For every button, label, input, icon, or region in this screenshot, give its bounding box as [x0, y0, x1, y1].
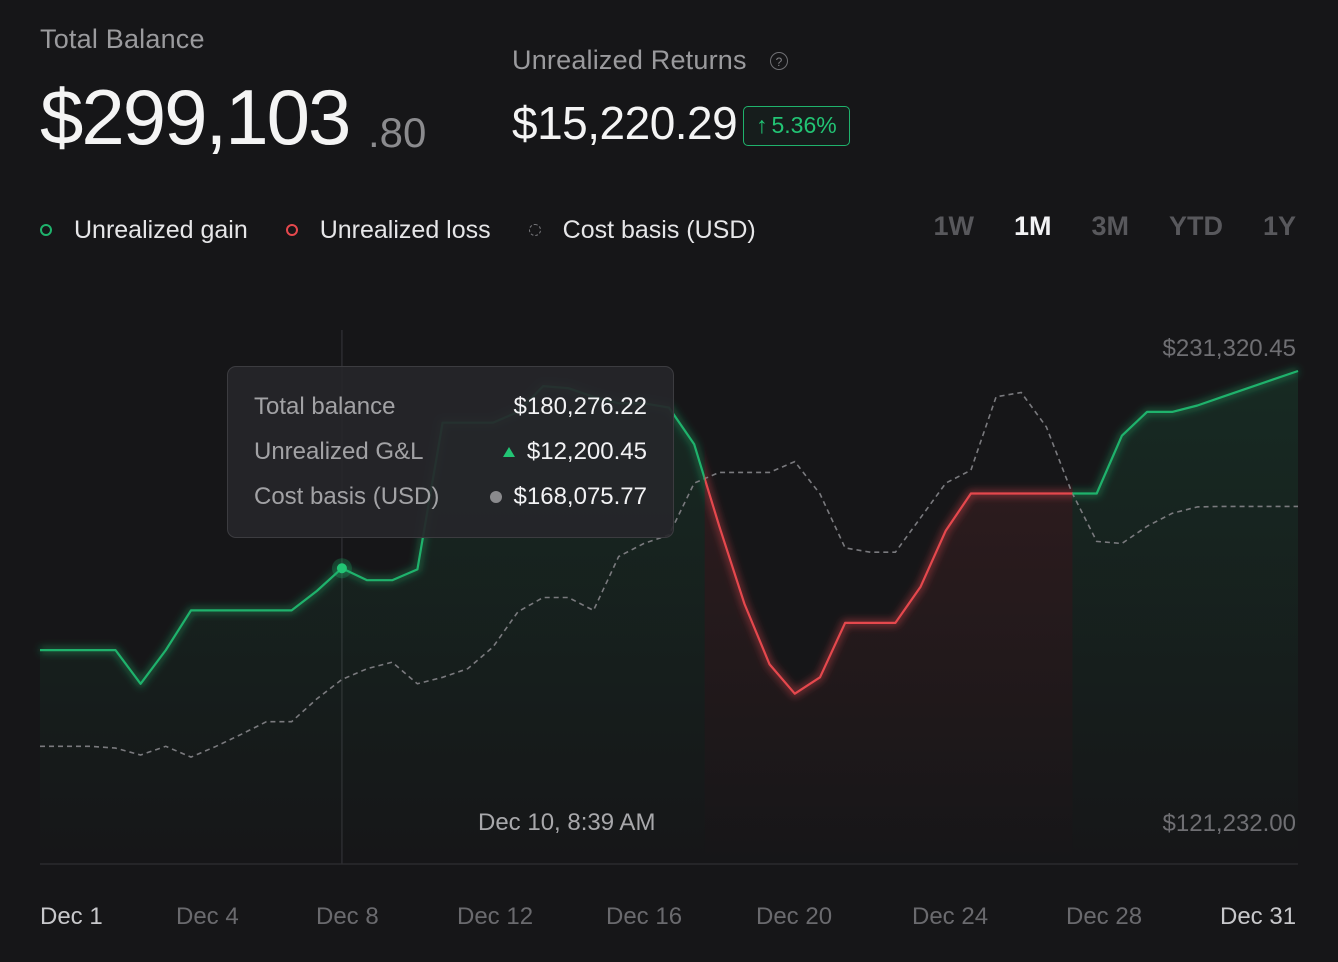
x-tick: Dec 4 [176, 903, 239, 930]
tooltip-value: $168,075.77 [489, 483, 647, 511]
dot-icon [489, 491, 502, 503]
tab-1w[interactable]: 1W [933, 211, 974, 241]
tooltip-label: Total balance [254, 393, 396, 420]
tooltip-value: $12,200.45 [502, 438, 647, 466]
total-balance-cents: .80 [368, 109, 427, 156]
legend-label-loss: Unrealized loss [319, 215, 491, 244]
x-tick: Dec 24 [912, 903, 989, 930]
x-tick: Dec 20 [756, 903, 833, 930]
unrealized-returns-label: Unrealized Returns [512, 45, 747, 75]
tooltip-row-balance: Total balance $180,276.22 [254, 392, 647, 422]
triangle-up-icon [502, 447, 515, 457]
circle-icon [40, 224, 52, 236]
tooltip-value-text: $168,075.77 [513, 483, 647, 510]
unrealized-returns-value: $15,220.29 [512, 97, 738, 149]
range-tabs: 1W 1M 3M YTD 1Y [893, 211, 1296, 242]
tab-ytd[interactable]: YTD [1168, 211, 1223, 241]
tooltip-value: $180,276.22 [514, 393, 647, 421]
y-axis-max-label: $231,320.45 [1162, 335, 1296, 362]
returns-change-pct: 5.36% [771, 112, 837, 138]
tooltip-label: Cost basis (USD) [254, 483, 440, 510]
dashed-circle-icon [528, 224, 541, 236]
tab-3m[interactable]: 3M [1091, 211, 1129, 241]
total-balance-value: $299,103 [40, 73, 351, 161]
tooltip-label: Unrealized G&L [254, 438, 424, 465]
tab-1m[interactable]: 1M [1013, 211, 1052, 241]
legend-item-cost[interactable]: Cost basis (USD) [528, 215, 756, 245]
x-tick: Dec 16 [606, 903, 683, 930]
x-tick: Dec 12 [457, 903, 534, 930]
y-axis-min-label: $121,232.00 [1162, 810, 1296, 837]
arrow-up-icon: ↑ [756, 112, 768, 138]
legend-item-gain[interactable]: Unrealized gain [40, 216, 248, 245]
help-icon[interactable]: ? [770, 52, 788, 70]
chart-tooltip: Total balance $180,276.22 Unrealized G&L… [227, 366, 674, 538]
legend-label-cost: Cost basis (USD) [562, 215, 756, 244]
tooltip-row-gl: Unrealized G&L $12,200.45 [254, 437, 647, 467]
returns-change-badge: ↑ 5.36% [743, 106, 850, 146]
tooltip-value-text: $12,200.45 [526, 438, 647, 465]
tooltip-row-cost: Cost basis (USD) $168,075.77 [254, 482, 647, 512]
total-balance-label: Total Balance [40, 24, 205, 54]
hover-timestamp: Dec 10, 8:39 AM [478, 809, 656, 836]
x-tick: Dec 31 [1220, 903, 1297, 930]
x-tick: Dec 8 [316, 903, 379, 930]
x-tick: Dec 1 [40, 903, 103, 930]
x-tick: Dec 28 [1066, 903, 1143, 930]
circle-icon [285, 224, 298, 236]
tab-1y[interactable]: 1Y [1262, 211, 1296, 241]
loss-area-fill [704, 478, 1073, 864]
tooltip-value-text: $180,276.22 [513, 393, 647, 420]
legend-item-loss[interactable]: Unrealized loss [285, 215, 491, 245]
legend-label-gain: Unrealized gain [74, 215, 248, 244]
chart-legend: Unrealized gain Unrealized loss Cost bas… [40, 214, 794, 246]
hover-point[interactable] [336, 563, 347, 574]
